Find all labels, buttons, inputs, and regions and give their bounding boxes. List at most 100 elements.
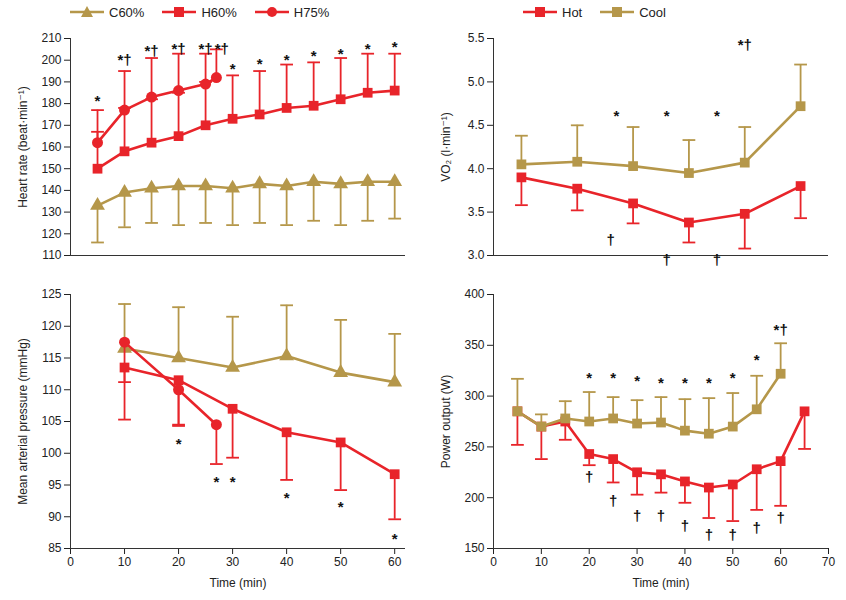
svg-text:*: *	[365, 40, 371, 57]
svg-text:*: *	[730, 369, 736, 386]
svg-text:*: *	[213, 473, 219, 490]
svg-text:120: 120	[41, 319, 61, 333]
svg-text:125: 125	[41, 287, 61, 301]
svg-text:4.5: 4.5	[468, 118, 485, 132]
svg-text:20: 20	[583, 555, 597, 569]
svg-text:*†: *†	[117, 51, 131, 68]
svg-text:0: 0	[67, 555, 74, 569]
svg-text:*: *	[338, 498, 344, 515]
svg-text:*†: *†	[774, 321, 788, 338]
svg-text:†: †	[633, 507, 641, 524]
svg-text:Time (min): Time (min)	[210, 576, 267, 590]
svg-text:10: 10	[535, 555, 549, 569]
html-text:H60%: H60%	[201, 4, 237, 20]
svg-text:210: 210	[41, 31, 61, 45]
svg-text:*: *	[230, 60, 236, 77]
svg-text:*†: *†	[144, 42, 158, 59]
svg-text:5.0: 5.0	[468, 75, 485, 89]
svg-text:*: *	[95, 92, 101, 109]
svg-text:Heart rate (beat·min⁻¹): Heart rate (beat·min⁻¹)	[16, 86, 30, 208]
svg-text:3.5: 3.5	[468, 205, 485, 219]
svg-text:5.5: 5.5	[468, 31, 485, 45]
svg-text:*: *	[176, 435, 182, 452]
svg-text:300: 300	[464, 389, 484, 403]
svg-text:130: 130	[41, 205, 61, 219]
svg-text:60: 60	[388, 555, 402, 569]
svg-text:110: 110	[42, 383, 61, 397]
svg-text:†: †	[585, 468, 593, 485]
svg-text:30: 30	[630, 555, 644, 569]
svg-text:30: 30	[226, 555, 240, 569]
svg-text:50: 50	[726, 555, 740, 569]
svg-text:200: 200	[464, 491, 484, 505]
svg-text:115: 115	[42, 351, 61, 365]
svg-text:*†: *†	[198, 40, 212, 57]
svg-text:†: †	[657, 507, 665, 524]
svg-text:*: *	[392, 530, 398, 547]
svg-text:*†: *†	[171, 40, 185, 57]
svg-text:95: 95	[48, 478, 62, 492]
svg-text:Power output (W): Power output (W)	[439, 375, 453, 468]
svg-text:*: *	[634, 372, 640, 389]
svg-text:Mean arterial pressure (mmHg): Mean arterial pressure (mmHg)	[16, 338, 30, 505]
svg-text:140: 140	[41, 183, 61, 197]
svg-text:*†: *†	[215, 40, 229, 57]
svg-text:*: *	[284, 51, 290, 68]
svg-text:*: *	[682, 374, 688, 391]
svg-text:*: *	[257, 55, 263, 72]
svg-text:*: *	[613, 107, 619, 124]
svg-text:400: 400	[464, 287, 484, 301]
svg-text:150: 150	[464, 541, 484, 555]
svg-text:†: †	[609, 492, 617, 509]
svg-text:105: 105	[41, 414, 61, 428]
svg-text:*: *	[338, 44, 344, 61]
svg-text:†: †	[776, 509, 784, 526]
svg-text:60: 60	[774, 555, 788, 569]
svg-text:10: 10	[118, 555, 132, 569]
svg-text:*†: *†	[738, 36, 752, 53]
svg-text:†: †	[607, 231, 615, 248]
svg-text:†: †	[681, 517, 689, 534]
html-text:C60%: C60%	[109, 4, 145, 20]
svg-text:70: 70	[822, 555, 836, 569]
svg-text:160: 160	[41, 140, 61, 154]
svg-text:3.0: 3.0	[468, 248, 485, 262]
svg-text:*: *	[706, 374, 712, 391]
svg-text:*: *	[754, 351, 760, 368]
svg-text:170: 170	[41, 118, 61, 132]
svg-text:*: *	[664, 107, 670, 124]
svg-text:180: 180	[41, 96, 61, 110]
svg-text:110: 110	[42, 248, 61, 262]
svg-text:†: †	[705, 526, 713, 543]
svg-text:90: 90	[48, 510, 62, 524]
svg-text:150: 150	[41, 162, 61, 176]
svg-text:*: *	[284, 489, 290, 506]
svg-text:*: *	[311, 47, 317, 64]
svg-text:40: 40	[678, 555, 692, 569]
svg-text:*: *	[714, 107, 720, 124]
svg-text:350: 350	[464, 338, 484, 352]
svg-text:100: 100	[41, 446, 61, 460]
svg-text:†: †	[729, 526, 737, 543]
svg-text:120: 120	[41, 227, 61, 241]
svg-text:*: *	[610, 369, 616, 386]
svg-text:0: 0	[490, 555, 497, 569]
svg-text:Time (min): Time (min)	[633, 576, 690, 590]
svg-text:200: 200	[41, 53, 61, 67]
svg-text:†: †	[713, 251, 721, 268]
svg-text:50: 50	[334, 555, 348, 569]
svg-text:4.0: 4.0	[468, 162, 485, 176]
svg-text:*: *	[392, 38, 398, 55]
svg-text:†: †	[662, 251, 670, 268]
svg-text:190: 190	[41, 75, 61, 89]
svg-text:*: *	[586, 369, 592, 386]
svg-text:*: *	[658, 374, 664, 391]
svg-text:20: 20	[172, 555, 186, 569]
html-text:H75%: H75%	[293, 4, 330, 20]
svg-text:85: 85	[48, 541, 62, 555]
svg-text:250: 250	[464, 440, 484, 454]
svg-text:40: 40	[280, 555, 294, 569]
svg-text:†: †	[753, 519, 761, 536]
svg-text:VO₂ (l·min⁻¹): VO₂ (l·min⁻¹)	[439, 112, 453, 182]
svg-text:*: *	[230, 473, 236, 490]
